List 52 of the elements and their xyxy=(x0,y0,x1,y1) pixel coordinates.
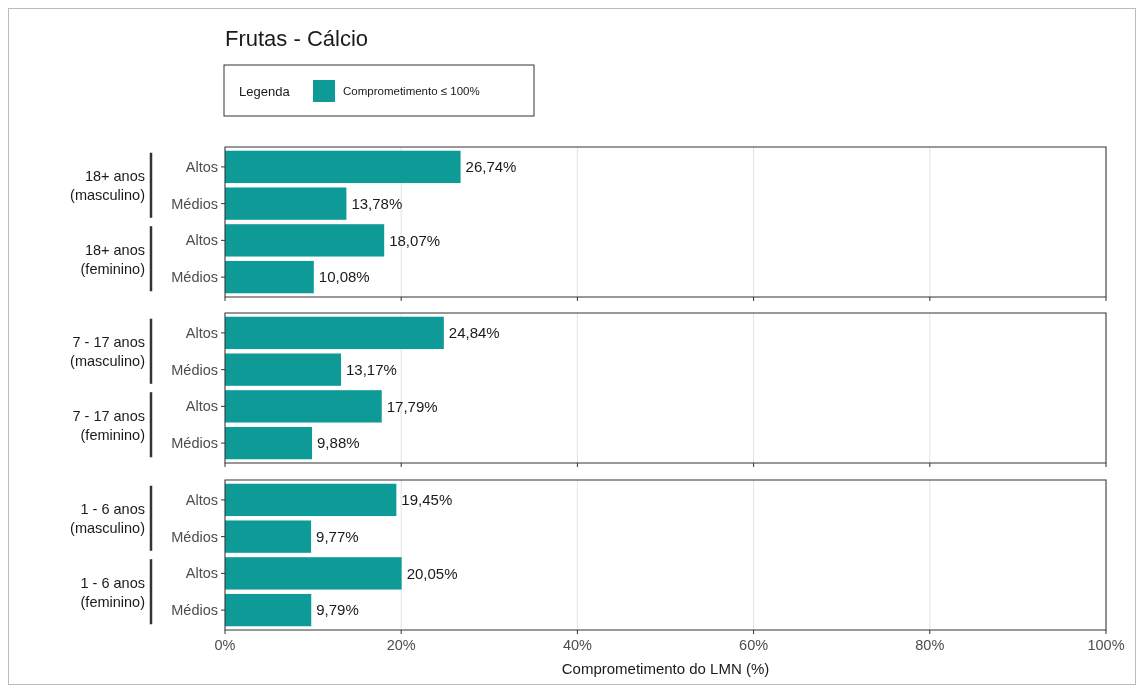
data-label: 26,74% xyxy=(465,158,517,176)
bar xyxy=(225,557,402,590)
data-label: 9,79% xyxy=(316,601,359,619)
bar xyxy=(225,260,314,294)
x-tick-label: 20% xyxy=(386,637,416,653)
text: 18+ anos (feminino) xyxy=(80,241,145,277)
bar xyxy=(225,353,342,386)
x-tick-label: 60% xyxy=(739,637,769,653)
y-tick-label: Altos xyxy=(185,491,218,508)
data-label: 9,77% xyxy=(316,527,359,545)
data-label: 18,07% xyxy=(389,231,441,249)
text: 7 - 17 anos (masculino) xyxy=(70,334,145,370)
y-tick-label: Altos xyxy=(185,158,218,175)
legend-label: Comprometimento ≤ 100% xyxy=(343,85,480,98)
data-label: 13,17% xyxy=(346,360,397,378)
y-tick-label: Médios xyxy=(171,195,218,212)
y-tick-label: Altos xyxy=(185,565,218,582)
bar xyxy=(225,390,382,423)
x-tick-label: 40% xyxy=(562,637,593,653)
x-tick-label: 0% xyxy=(214,637,236,653)
y-tick-label: Médios xyxy=(171,435,218,452)
x-tick-label: 80% xyxy=(915,637,945,653)
bar xyxy=(225,426,313,460)
text: 18+ anos (masculino) xyxy=(70,168,145,204)
y-tick-label: Médios xyxy=(171,602,218,619)
data-label: 9,88% xyxy=(317,434,360,452)
y-tick-label: Médios xyxy=(171,269,218,286)
y-tick-label: Altos xyxy=(185,398,218,415)
data-label: 19,45% xyxy=(401,491,453,509)
text: 1 - 6 anos (feminino) xyxy=(80,574,145,610)
data-label: 17,79% xyxy=(386,397,438,415)
text: 1 - 6 anos (masculino) xyxy=(70,501,145,537)
y-tick-label: Altos xyxy=(185,232,218,249)
bar xyxy=(225,150,461,184)
data-label: 20,05% xyxy=(406,564,458,582)
bar xyxy=(225,520,312,553)
legend-title: Legenda xyxy=(239,83,291,99)
bar xyxy=(225,593,312,627)
data-label: 24,84% xyxy=(448,324,500,342)
y-tick-label: Médios xyxy=(171,528,218,545)
text: 7 - 17 anos (feminino) xyxy=(72,407,145,443)
bar xyxy=(225,187,347,220)
data-label: 13,78% xyxy=(351,194,403,212)
bar xyxy=(225,483,397,517)
bar xyxy=(225,316,444,350)
x-tick-label: 100% xyxy=(1087,637,1125,653)
x-axis-title: Comprometimento do LMN (%) xyxy=(561,660,770,677)
y-tick-label: Médios xyxy=(171,361,218,378)
y-tick-label: Altos xyxy=(185,324,218,341)
data-label: 10,08% xyxy=(318,268,370,286)
chart-title: Frutas - Cálcio xyxy=(225,26,369,51)
bar xyxy=(225,224,385,257)
